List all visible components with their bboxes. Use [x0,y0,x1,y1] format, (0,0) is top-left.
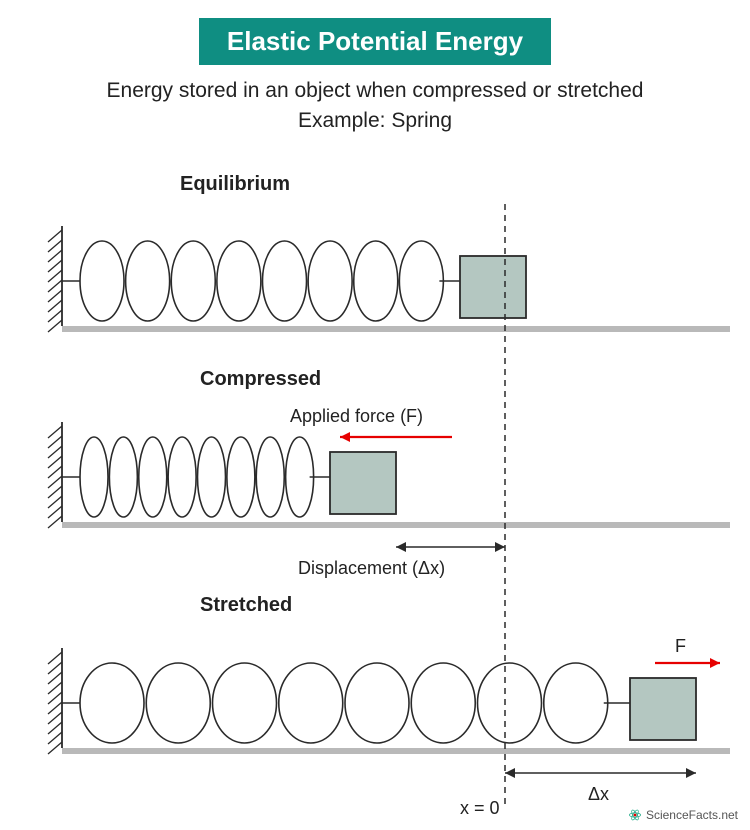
diagram-compressed [0,392,750,577]
label-equilibrium: Equilibrium [180,173,290,196]
example-text: Example: Spring [0,109,750,133]
credit-text: ScienceFacts.net [646,808,738,822]
atom-icon [628,808,642,822]
title-banner: Elastic Potential Energy [199,18,551,65]
subtitle-text: Energy stored in an object when compress… [0,79,750,103]
diagram-equilibrium [0,196,750,381]
label-stretched: Stretched [200,594,292,617]
diagram-stretched [0,618,750,803]
title-text: Elastic Potential Energy [227,26,523,56]
credit: ScienceFacts.net [628,808,738,822]
